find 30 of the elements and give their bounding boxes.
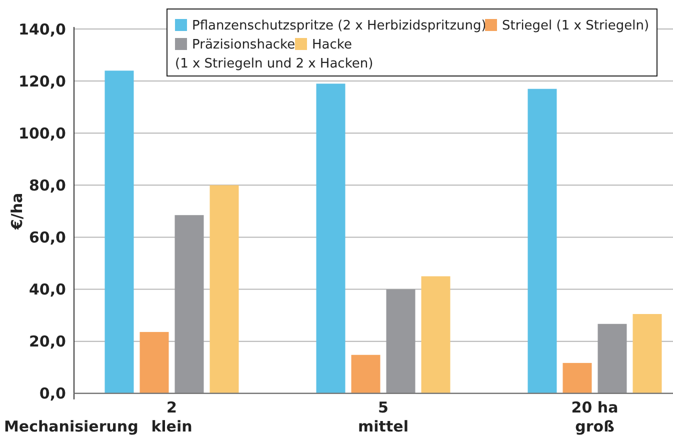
- annotation: (1 x Striegeln und 2 x Hacken): [175, 56, 374, 72]
- bar: [528, 88, 557, 394]
- bar: [174, 215, 204, 394]
- x-tick-label: 2 klein: [151, 398, 192, 436]
- bar: [210, 185, 239, 394]
- x-tick-label: 20 ha groß: [571, 398, 618, 436]
- y-tick-label: 60,0: [28, 228, 66, 246]
- bar: [562, 362, 592, 394]
- legend-label: Pflanzenschutzspritze (2 x Herbizidspritzung): [192, 18, 486, 34]
- x-tick-label: 5 mittel: [358, 398, 408, 436]
- bar: [351, 354, 380, 394]
- legend-label: Hacke: [312, 38, 352, 53]
- bar: [140, 332, 169, 394]
- y-axis-title: €/ha: [8, 192, 26, 231]
- bar: [632, 314, 662, 394]
- bar: [598, 324, 627, 394]
- bar: [104, 70, 134, 394]
- x-axis-title: Mechanisierung: [4, 417, 138, 436]
- y-tick-label: 80,0: [28, 176, 66, 194]
- legend-label: Striegel (1 x Striegeln): [502, 18, 650, 34]
- y-tick-label: 20,0: [28, 332, 66, 351]
- y-tick-label: 40,0: [28, 280, 66, 299]
- legend-label: Präzisionshacke: [192, 38, 296, 53]
- y-tick-label: 140,0: [18, 20, 66, 38]
- y-tick-label: 120,0: [18, 72, 66, 90]
- y-tick-label: 100,0: [18, 124, 66, 142]
- y-tick-label: 0,0: [39, 384, 66, 403]
- bar: [386, 289, 416, 394]
- bar: [421, 276, 450, 394]
- bar: [316, 84, 346, 394]
